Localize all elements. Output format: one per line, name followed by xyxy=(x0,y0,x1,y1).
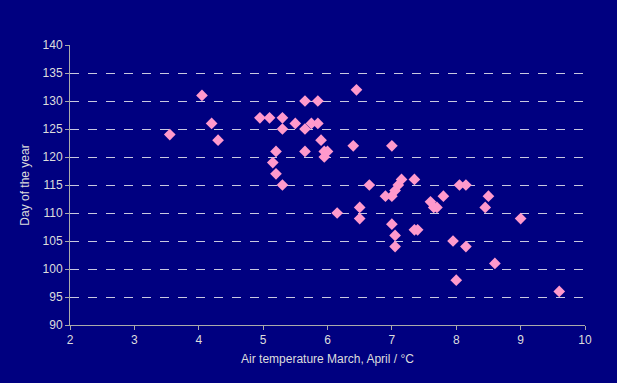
svg-text:8: 8 xyxy=(453,333,460,347)
svg-text:90: 90 xyxy=(49,318,63,332)
svg-text:130: 130 xyxy=(43,94,63,108)
svg-text:100: 100 xyxy=(43,262,63,276)
svg-text:110: 110 xyxy=(43,206,62,220)
svg-text:9: 9 xyxy=(517,333,524,347)
svg-text:Air temperature March, April /: Air temperature March, April / °C xyxy=(241,352,414,366)
svg-text:5: 5 xyxy=(260,333,267,347)
svg-text:2: 2 xyxy=(67,333,74,347)
svg-text:6: 6 xyxy=(324,333,331,347)
svg-text:115: 115 xyxy=(43,178,62,192)
svg-text:120: 120 xyxy=(43,150,63,164)
svg-text:3: 3 xyxy=(131,333,138,347)
svg-text:Day of the year: Day of the year xyxy=(18,144,32,225)
svg-text:4: 4 xyxy=(195,333,202,347)
svg-text:135: 135 xyxy=(43,66,63,80)
svg-text:105: 105 xyxy=(43,234,63,248)
svg-text:140: 140 xyxy=(43,38,63,52)
svg-text:95: 95 xyxy=(49,290,63,304)
svg-text:7: 7 xyxy=(389,333,396,347)
svg-text:10: 10 xyxy=(578,333,592,347)
svg-text:125: 125 xyxy=(43,122,63,136)
